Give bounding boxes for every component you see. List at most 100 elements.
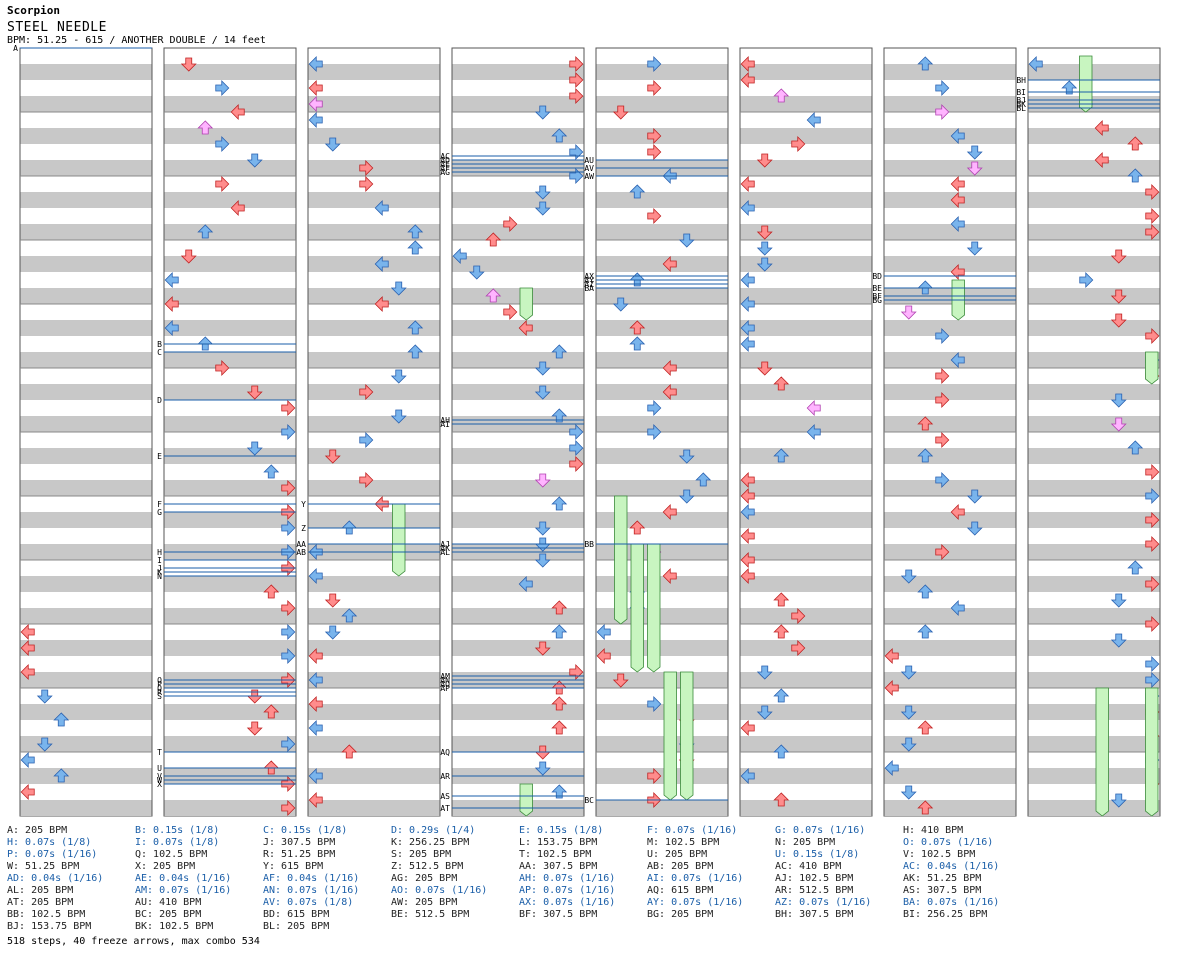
- step-arrow: [534, 761, 551, 776]
- step-arrow: [308, 96, 323, 112]
- legend-entry: N: 205 BPM: [775, 837, 836, 848]
- chart-column-3: [307, 47, 441, 817]
- step-arrow: [534, 473, 551, 488]
- legend-entry: AA: 307.5 BPM: [519, 861, 598, 872]
- legend-entry: BL: 205 BPM: [263, 921, 330, 932]
- beat-stripe: [1028, 64, 1160, 80]
- legend-entry: AD: 0.04s (1/16): [7, 873, 104, 884]
- step-arrow: [53, 768, 70, 783]
- step-arrow: [791, 136, 806, 152]
- legend-entry: G: 0.07s (1/16): [775, 825, 866, 836]
- step-arrow: [551, 496, 568, 511]
- beat-stripe: [452, 64, 584, 80]
- legend-entry: AE: 0.04s (1/16): [135, 873, 232, 884]
- beat-stripe: [308, 576, 440, 592]
- step-arrow: [534, 385, 551, 400]
- beat-stripe: [740, 736, 872, 752]
- beat-stripe: [884, 448, 1016, 464]
- beat-stripe: [884, 640, 1016, 656]
- freeze-arrow: [614, 495, 628, 625]
- step-arrow: [503, 304, 518, 320]
- legend-entry: Y: 615 BPM: [263, 861, 324, 872]
- step-arrow: [20, 664, 35, 680]
- freeze-arrow: [1145, 351, 1159, 385]
- legend-entry: AH: 0.07s (1/16): [519, 873, 616, 884]
- step-arrow: [534, 105, 551, 120]
- step-arrow: [662, 568, 677, 584]
- step-arrow: [806, 424, 821, 440]
- beat-stripe: [20, 96, 152, 112]
- step-arrow: [935, 544, 950, 560]
- beat-stripe: [164, 640, 296, 656]
- step-arrow: [452, 248, 467, 264]
- step-arrow: [678, 449, 695, 464]
- step-arrow: [246, 441, 263, 456]
- legend-entry: L: 153.75 BPM: [519, 837, 598, 848]
- step-arrow: [359, 176, 374, 192]
- beat-stripe: [1028, 640, 1160, 656]
- chart-column-4: [451, 47, 585, 817]
- beat-stripe: [596, 288, 728, 304]
- step-arrow: [950, 504, 965, 520]
- beat-stripe: [164, 96, 296, 112]
- step-arrow: [551, 720, 568, 735]
- legend-entry: Z: 512.5 BPM: [391, 861, 464, 872]
- beat-stripe: [1028, 448, 1160, 464]
- step-arrow: [551, 128, 568, 143]
- legend-entry: BI: 256.25 BPM: [903, 909, 988, 920]
- step-arrow: [806, 112, 821, 128]
- beat-stripe: [596, 384, 728, 400]
- step-arrow: [966, 521, 983, 536]
- step-arrow: [281, 400, 296, 416]
- step-arrow: [1145, 656, 1160, 672]
- step-arrow: [569, 72, 584, 88]
- marker-label: X: [157, 780, 162, 789]
- marker-label: I: [157, 556, 162, 565]
- step-arrow: [390, 409, 407, 424]
- step-arrow: [20, 752, 35, 768]
- step-arrow: [966, 145, 983, 160]
- beat-stripe: [308, 192, 440, 208]
- beat-stripe: [884, 576, 1016, 592]
- chart-column-6: [739, 47, 873, 817]
- step-arrow: [36, 689, 53, 704]
- marker-label: AM: [440, 672, 450, 681]
- beat-stripe: [20, 768, 152, 784]
- step-chart: ABCDEFGHIJKNOPQRSTUVWXYZAAABACADAEAFAGAH…: [13, 44, 1161, 817]
- step-arrow: [773, 448, 790, 463]
- step-arrow: [647, 208, 662, 224]
- legend-entry: AC: 410 BPM: [775, 861, 842, 872]
- beat-stripe: [164, 192, 296, 208]
- chart-column-8: [1027, 47, 1161, 817]
- step-arrow: [407, 240, 424, 255]
- step-arrow: [281, 736, 296, 752]
- beat-stripe: [596, 416, 728, 432]
- step-arrow: [1145, 616, 1160, 632]
- step-arrow: [281, 520, 296, 536]
- beat-stripe: [308, 608, 440, 624]
- marker-label: Y: [301, 500, 306, 509]
- beat-stripe: [164, 480, 296, 496]
- beat-stripe: [884, 64, 1016, 80]
- beat-stripe: [20, 800, 152, 816]
- beat-stripe: [740, 96, 872, 112]
- step-arrow: [935, 472, 950, 488]
- beat-stripe: [740, 640, 872, 656]
- beat-stripe: [1028, 224, 1160, 240]
- beat-stripe: [884, 480, 1016, 496]
- beat-stripe: [20, 288, 152, 304]
- marker-label: Q: [157, 684, 162, 693]
- beat-stripe: [740, 768, 872, 784]
- beat-stripe: [596, 704, 728, 720]
- step-arrow: [308, 56, 323, 72]
- step-arrow: [359, 160, 374, 176]
- step-arrow: [197, 120, 214, 135]
- legend-entry: AL: 205 BPM: [7, 885, 74, 896]
- step-arrow: [1145, 184, 1160, 200]
- marker-label: AS: [440, 792, 450, 801]
- step-arrow: [308, 112, 323, 128]
- step-arrow: [740, 56, 755, 72]
- step-arrow: [1145, 536, 1160, 552]
- freeze-arrow: [680, 671, 694, 801]
- step-arrow: [1110, 593, 1127, 608]
